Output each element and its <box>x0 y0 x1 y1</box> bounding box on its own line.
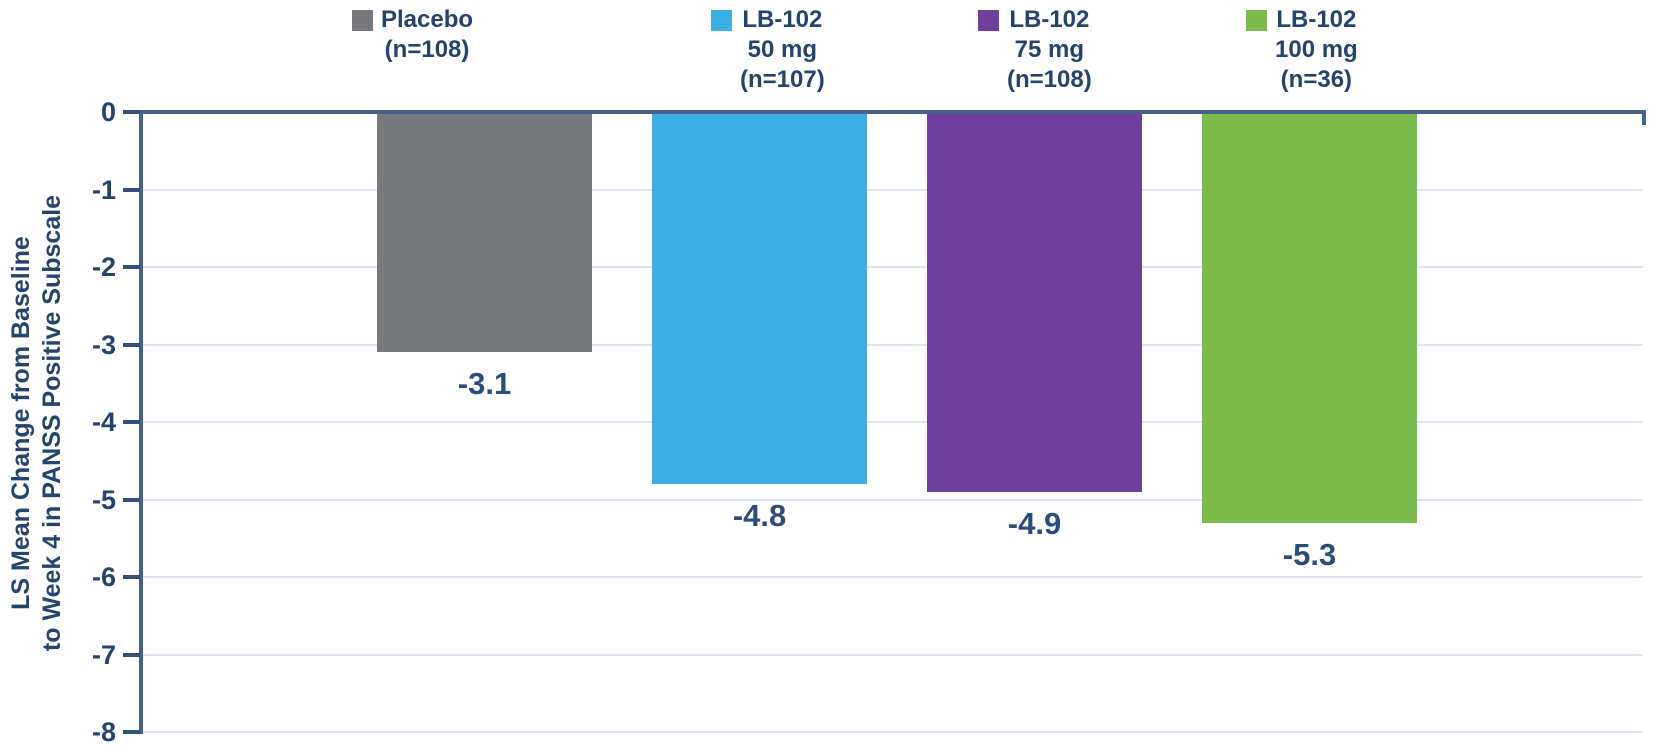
legend-swatch <box>352 10 373 31</box>
bar <box>927 114 1142 492</box>
y-tick-label: -3 <box>91 329 116 360</box>
legend-item: Placebo (n=108) <box>352 5 473 65</box>
y-tick-label: -2 <box>91 252 116 282</box>
y-tick-label: -1 <box>91 174 116 205</box>
bar <box>652 114 867 484</box>
bar-value-label: -3.1 <box>457 366 512 402</box>
bar-value-label: -5.3 <box>1282 536 1337 572</box>
y-tick <box>123 187 140 192</box>
gridline <box>143 421 1643 423</box>
y-tick <box>123 497 140 502</box>
y-axis-title-line1: LS Mean Change from Baseline <box>7 236 35 610</box>
y-tick <box>123 342 140 347</box>
y-tick <box>123 110 140 114</box>
legend-swatch <box>711 10 732 31</box>
legend-label-line: LB-102 <box>742 6 823 33</box>
legend-label-line: LB-102 <box>1009 6 1090 33</box>
legend-item: LB-102 100 mg (n=36) <box>1246 5 1358 95</box>
legend-label-line: (n=108) <box>384 36 470 63</box>
legend-label: LB-102 50 mg (n=107) <box>740 5 825 95</box>
gridline <box>143 576 1643 578</box>
gridline <box>143 498 1643 501</box>
gridline <box>143 653 1643 656</box>
gridline <box>143 343 1643 346</box>
legend-swatch <box>1246 10 1267 31</box>
gridline <box>143 731 1643 733</box>
legend-label-line: (n=107) <box>740 66 825 93</box>
y-tick-label: -4 <box>91 407 116 437</box>
y-tick <box>123 652 140 657</box>
y-tick <box>123 730 140 734</box>
y-tick <box>123 265 140 269</box>
legend-label-line: 50 mg <box>747 36 818 63</box>
bar <box>377 114 592 353</box>
x-axis-zero-line <box>139 110 1646 114</box>
legend-item: LB-102 75 mg (n=108) <box>978 5 1092 95</box>
legend-label: LB-102 100 mg (n=36) <box>1275 5 1358 95</box>
bar-value-label: -4.8 <box>732 498 787 533</box>
legend-label-line: LB-102 <box>1276 6 1357 33</box>
legend-label-line: (n=108) <box>1007 66 1092 93</box>
legend-label-line: Placebo <box>381 6 474 33</box>
y-axis-line <box>139 111 143 734</box>
gridline <box>143 188 1643 191</box>
y-tick <box>123 420 140 424</box>
y-tick-label: 0 <box>100 97 116 127</box>
legend-label-line: 100 mg <box>1275 36 1358 63</box>
bar <box>1202 114 1417 523</box>
y-tick-label: -6 <box>91 562 116 592</box>
gridline <box>143 266 1643 268</box>
y-axis-title: LS Mean Change from Baseline to Week 4 i… <box>6 113 70 733</box>
legend-label-line: 75 mg <box>1014 36 1085 63</box>
y-tick-label: -5 <box>91 484 116 515</box>
legend-label: LB-102 75 mg (n=108) <box>1007 5 1092 95</box>
y-tick <box>123 575 140 579</box>
legend-label-line: (n=36) <box>1280 66 1353 93</box>
x-axis-end-tick <box>1642 110 1646 125</box>
bar-value-label: -4.9 <box>1007 505 1062 541</box>
legend-label: Placebo (n=108) <box>381 5 473 65</box>
legend-swatch <box>978 10 999 31</box>
legend-item: LB-102 50 mg (n=107) <box>711 5 825 95</box>
y-tick-label: -7 <box>91 639 116 670</box>
y-tick-label: -8 <box>91 717 116 747</box>
y-axis-title-line2: to Week 4 in PANSS Positive Subscale <box>38 194 66 652</box>
